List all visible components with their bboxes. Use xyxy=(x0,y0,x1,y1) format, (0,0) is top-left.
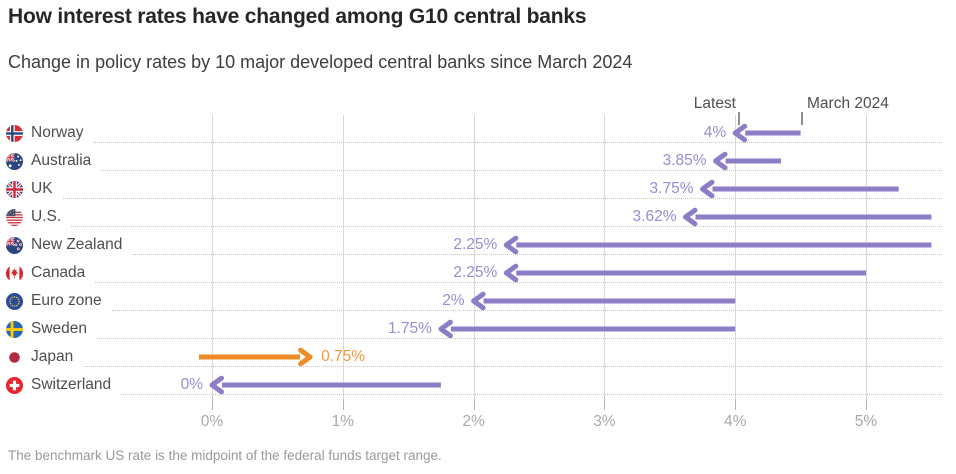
row-leader-line xyxy=(95,282,942,283)
euro-zone-flag-icon xyxy=(6,292,23,310)
country-label: Canada xyxy=(31,264,86,281)
row-leader-line xyxy=(121,394,942,395)
row-leader-line xyxy=(71,226,942,227)
sweden-flag-icon xyxy=(6,320,23,338)
row-leader-line xyxy=(62,198,942,199)
row-sweden: Sweden xyxy=(6,315,950,343)
row-leader-line xyxy=(132,254,942,255)
row-leader-line xyxy=(111,310,942,311)
latest-rate-value: 3.62% xyxy=(632,208,677,225)
x-axis-label: 0% xyxy=(200,413,224,430)
row-new-zealand: New Zealand xyxy=(6,231,950,259)
chart-title: How interest rates have changed among G1… xyxy=(8,5,587,28)
latest-rate-value: 3.85% xyxy=(662,152,707,169)
latest-rate-value: 0.75% xyxy=(321,348,366,365)
row-leader-line xyxy=(93,142,942,143)
row-leader-line xyxy=(97,338,942,339)
x-axis-label: 3% xyxy=(593,413,616,430)
latest-rate-value: 3.75% xyxy=(649,180,694,197)
pointer-tick-latest xyxy=(738,112,740,125)
x-axis-tick xyxy=(212,399,213,410)
x-axis-label: 4% xyxy=(723,413,747,430)
pointer-label-latest: Latest xyxy=(693,95,736,112)
switzerland-flag-icon xyxy=(6,376,23,394)
country-label: U.S. xyxy=(31,208,62,225)
country-label: Japan xyxy=(31,348,74,365)
latest-rate-value: 2.25% xyxy=(453,264,498,281)
pointer-label-march-2024: March 2024 xyxy=(807,95,889,112)
x-axis-label: 1% xyxy=(331,413,354,430)
row-euro-zone: Euro zone xyxy=(6,287,950,315)
latest-rate-value: 4% xyxy=(703,124,727,141)
row-canada: Canada xyxy=(6,259,950,287)
x-axis-tick xyxy=(604,399,606,410)
latest-rate-value: 2% xyxy=(442,292,465,309)
footnote: The benchmark US rate is the midpoint of… xyxy=(8,448,442,463)
row-leader-line xyxy=(83,366,942,367)
us-flag-icon xyxy=(6,208,23,226)
country-label: UK xyxy=(31,180,53,197)
x-axis-tick xyxy=(866,399,867,410)
uk-flag-icon xyxy=(6,180,23,198)
row-australia: Australia xyxy=(6,147,950,175)
row-japan: Japan xyxy=(6,343,950,371)
gridline-2% xyxy=(473,115,475,399)
x-axis-label: 2% xyxy=(462,413,485,430)
norway-flag-icon xyxy=(6,124,23,142)
country-label: Euro zone xyxy=(31,292,102,309)
latest-rate-value: 0% xyxy=(180,376,203,393)
gridline-4% xyxy=(735,115,737,399)
chart-subtitle: Change in policy rates by 10 major devel… xyxy=(8,52,633,72)
pointer-tick-march-2024 xyxy=(801,112,803,125)
gridline-5% xyxy=(866,115,867,399)
australia-flag-icon xyxy=(6,152,23,170)
country-label: Australia xyxy=(31,152,92,169)
x-axis-tick xyxy=(342,399,344,410)
x-axis-tick xyxy=(735,399,737,410)
new-zealand-flag-icon xyxy=(6,236,23,254)
canada-flag-icon xyxy=(6,264,23,282)
japan-flag-icon xyxy=(6,348,23,366)
country-label: Norway xyxy=(31,124,84,141)
x-axis-label: 5% xyxy=(854,413,878,430)
row-u-s: U.S. xyxy=(6,203,950,231)
row-switzerland: Switzerland xyxy=(6,371,950,399)
country-label: Sweden xyxy=(31,320,88,337)
gridline-0% xyxy=(212,115,213,399)
gridline-1% xyxy=(342,115,344,399)
row-norway: Norway xyxy=(6,119,950,147)
country-label: New Zealand xyxy=(31,236,123,253)
gridline-3% xyxy=(604,115,606,399)
latest-rate-value: 1.75% xyxy=(387,320,432,337)
row-leader-line xyxy=(101,170,942,171)
x-axis-tick xyxy=(473,399,475,410)
latest-rate-value: 2.25% xyxy=(453,236,498,253)
row-uk: UK xyxy=(6,175,950,203)
country-label: Switzerland xyxy=(31,376,112,393)
